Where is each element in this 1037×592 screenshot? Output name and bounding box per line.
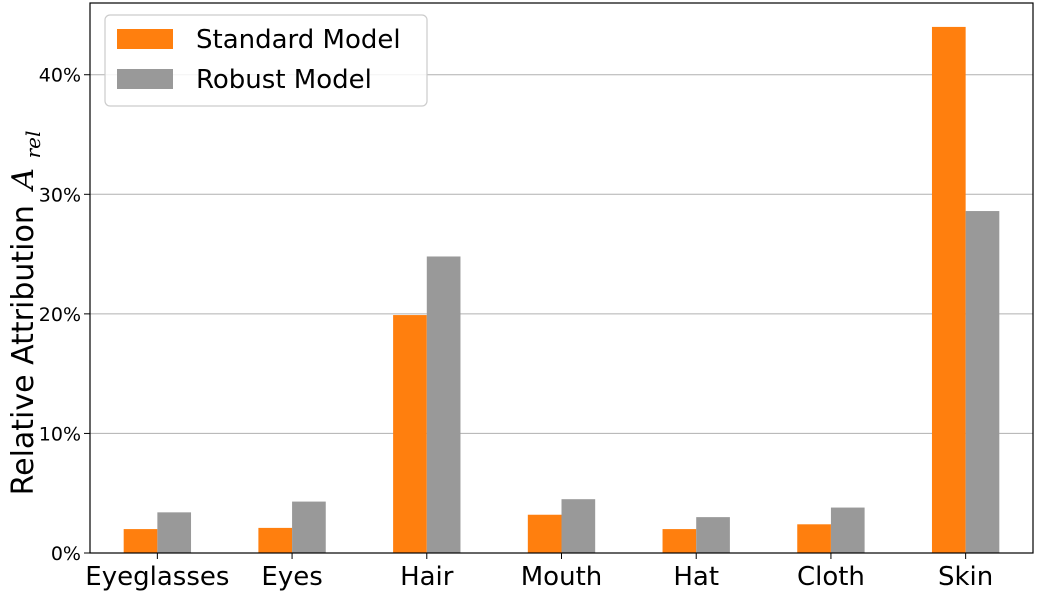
bar-robust-model-hair bbox=[426, 256, 461, 553]
y-tick-label: 40% bbox=[39, 65, 81, 87]
y-tick-label: 20% bbox=[39, 304, 81, 326]
legend-swatch-standard-model bbox=[117, 29, 173, 49]
x-tick-label-eyes: Eyes bbox=[261, 562, 322, 592]
y-axis-label-subscript: rel bbox=[21, 131, 45, 159]
bar-robust-model-mouth bbox=[561, 499, 596, 553]
bar-standard-model-eyeglasses bbox=[123, 529, 158, 553]
legend: Standard Model Robust Model bbox=[104, 14, 428, 107]
y-tick-label: 30% bbox=[39, 184, 81, 206]
bar-robust-model-eyeglasses bbox=[157, 512, 192, 553]
x-tick-label-cloth: Cloth bbox=[797, 562, 865, 592]
bars bbox=[123, 26, 1000, 554]
bar-robust-model-skin bbox=[965, 211, 1000, 554]
bar-standard-model-mouth bbox=[527, 514, 562, 553]
svg-text:Relative Attribution A: Relative Attribution A rel bbox=[6, 131, 45, 496]
y-axis-label-symbol: A bbox=[6, 168, 41, 193]
y-tick-label: 0% bbox=[51, 543, 81, 565]
bar-standard-model-cloth bbox=[797, 524, 831, 553]
x-tick-label-skin: Skin bbox=[938, 562, 993, 592]
bar-robust-model-hat bbox=[696, 517, 730, 553]
bar-standard-model-skin bbox=[931, 26, 966, 554]
legend-label-standard-model: Standard Model bbox=[196, 25, 401, 55]
bar-standard-model-hat bbox=[662, 529, 697, 553]
bar-standard-model-hair bbox=[393, 315, 427, 553]
bar-standard-model-eyes bbox=[258, 527, 293, 553]
x-tick-label-mouth: Mouth bbox=[521, 562, 603, 592]
y-axis-ticks: 0% 10% 20% 30% 40% bbox=[39, 65, 90, 565]
y-axis-label-text: Relative Attribution bbox=[6, 205, 41, 495]
legend-label-robust-model: Robust Model bbox=[196, 65, 372, 95]
legend-swatch-robust-model bbox=[117, 69, 173, 89]
bar-robust-model-cloth bbox=[830, 507, 865, 553]
bar-robust-model-eyes bbox=[292, 501, 326, 553]
x-tick-label-hair: Hair bbox=[400, 562, 454, 592]
x-tick-label-hat: Hat bbox=[673, 562, 719, 592]
x-axis-ticks: Eyeglasses Eyes Hair Mouth Hat Cloth Skin bbox=[85, 553, 993, 592]
y-axis-label: Relative Attribution A rel bbox=[6, 131, 45, 496]
y-tick-label: 10% bbox=[39, 423, 81, 445]
gridlines bbox=[90, 74, 1033, 434]
legend-frame bbox=[104, 14, 428, 107]
x-tick-label-eyeglasses: Eyeglasses bbox=[85, 562, 229, 592]
